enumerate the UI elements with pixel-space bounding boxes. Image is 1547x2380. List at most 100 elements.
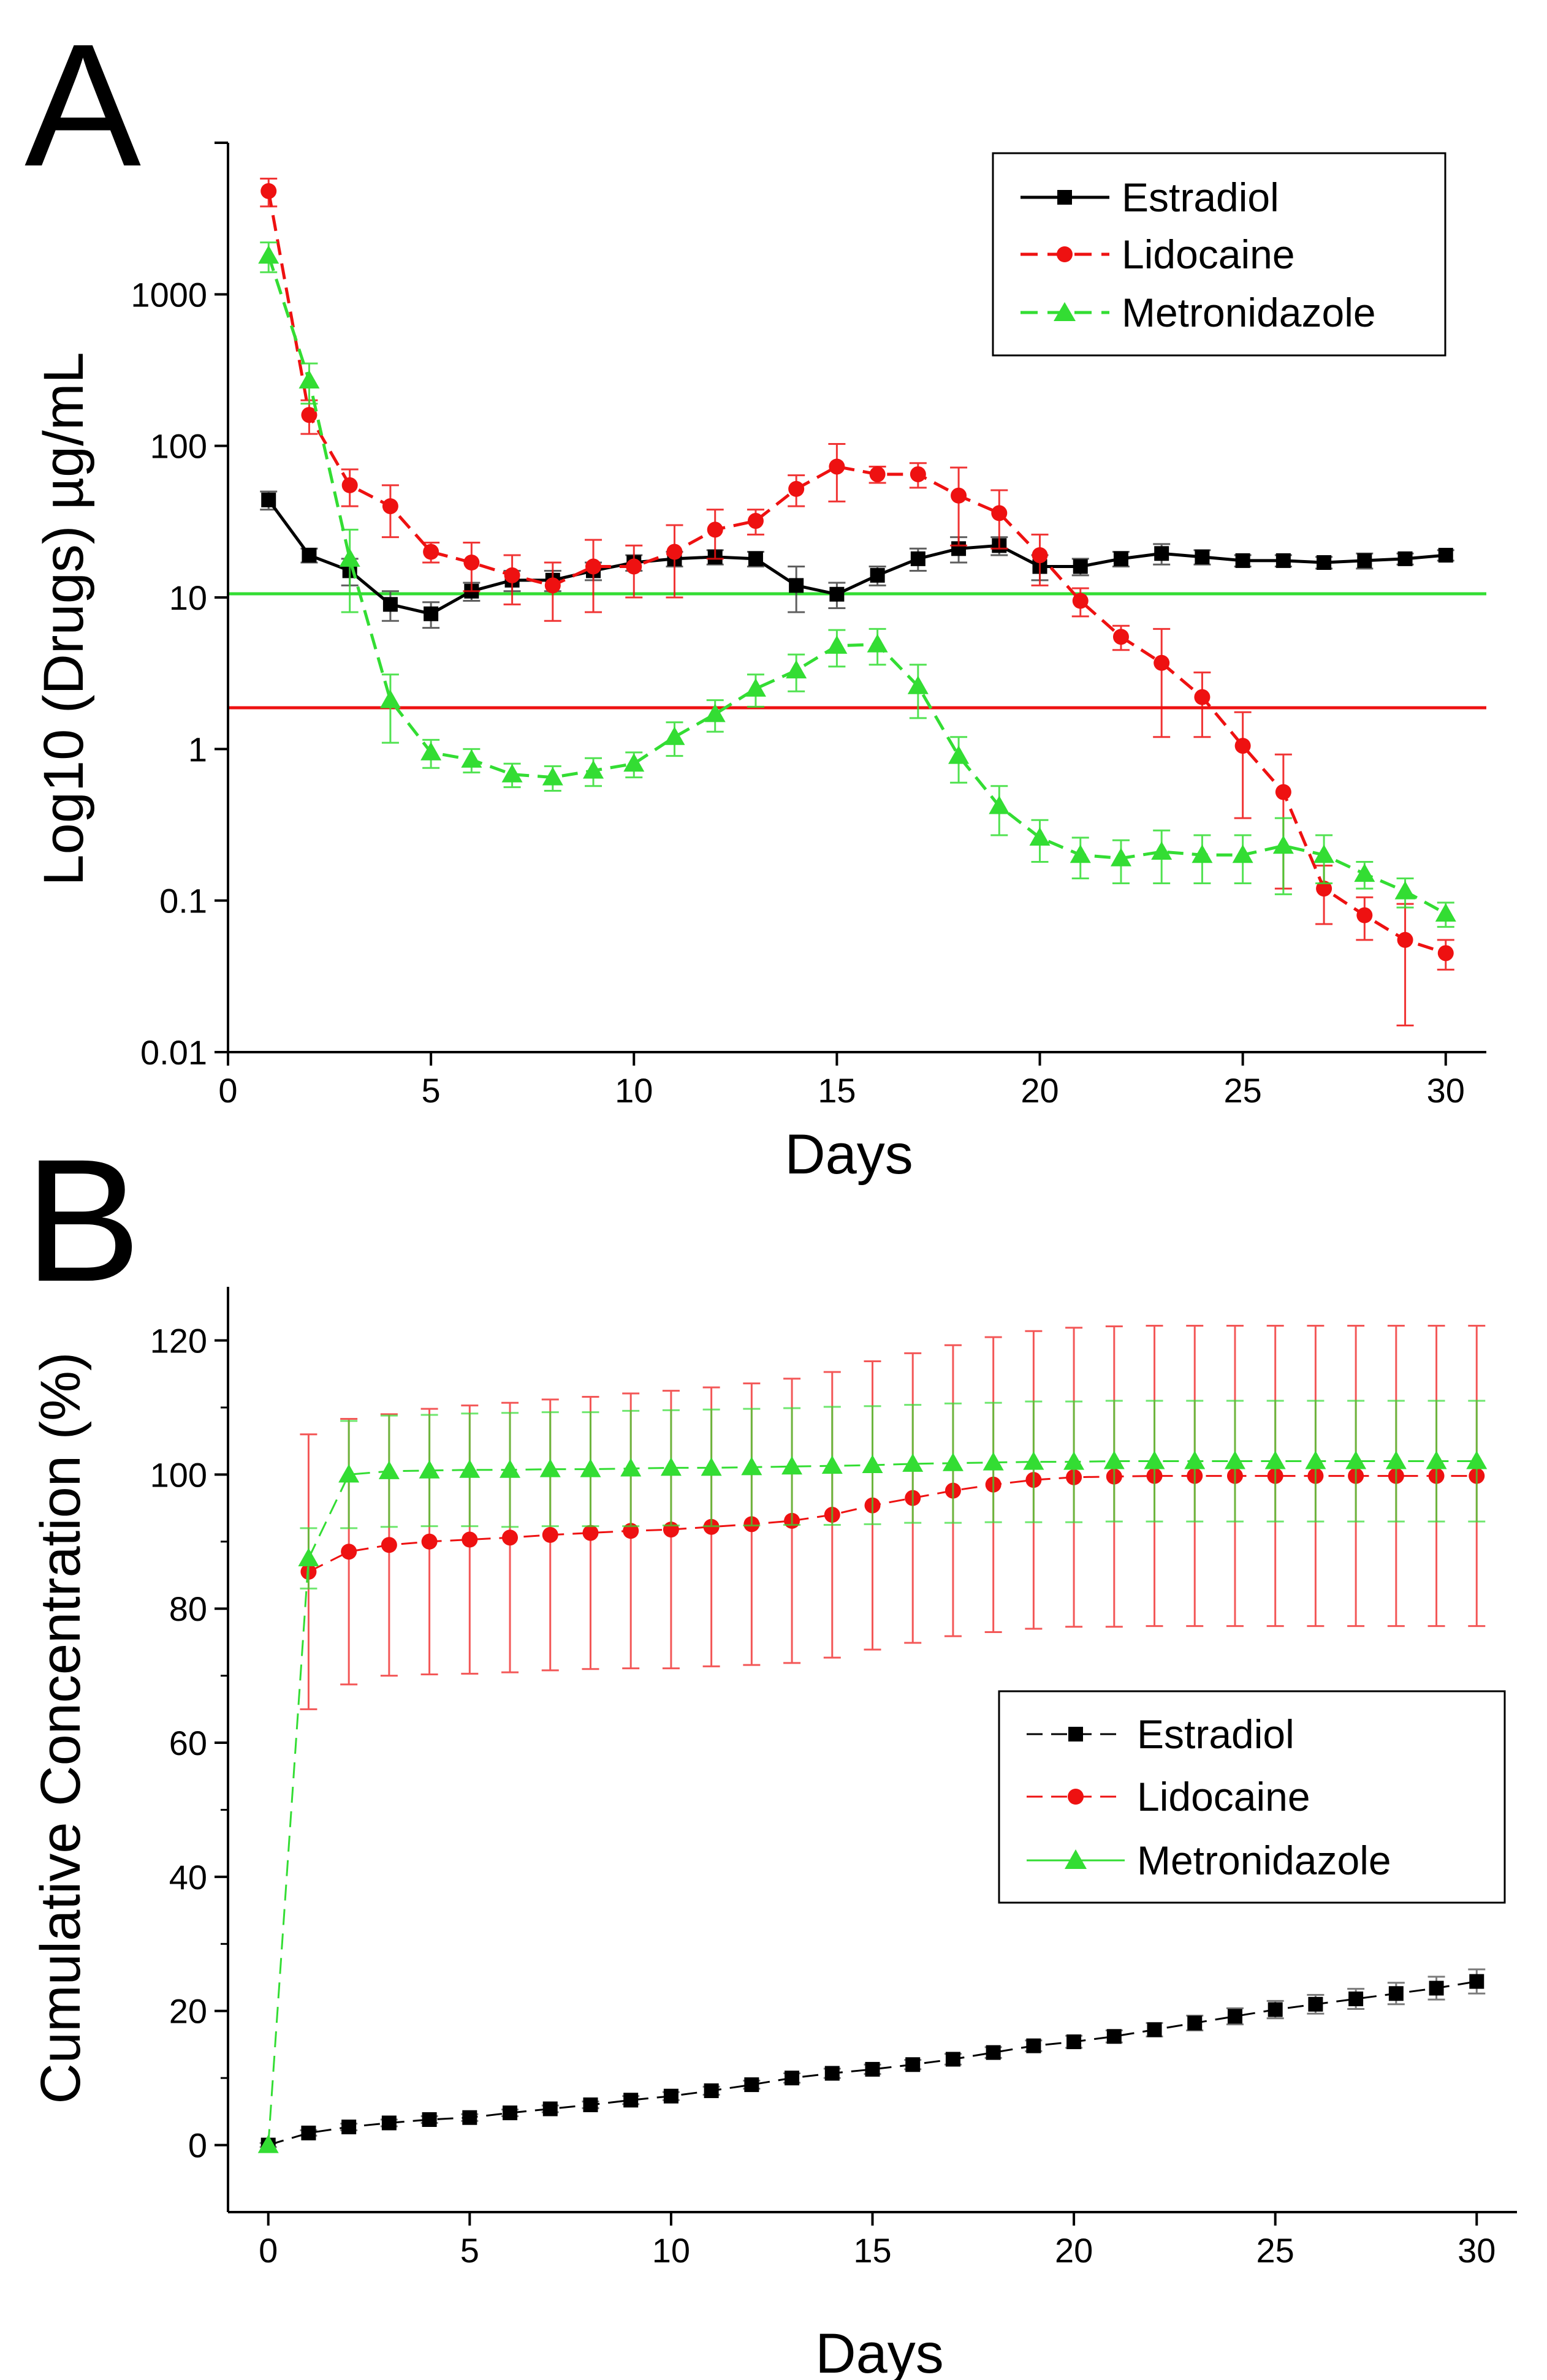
data-point <box>501 764 523 783</box>
data-point <box>1023 1451 1044 1470</box>
y-tick-label: 1 <box>188 730 207 768</box>
panel-b-x-axis-label: Days <box>815 2322 944 2380</box>
data-point <box>744 2077 759 2093</box>
data-point <box>870 567 885 583</box>
data-point <box>865 2061 880 2077</box>
panel-a-axes: 0 5 10 15 20 25 30 0.01 0.1 1 10 100 1000 <box>131 142 1486 1110</box>
panel-b-legend: Estradiol Lidocaine Metronidazole <box>998 1690 1506 1904</box>
data-point <box>302 548 317 563</box>
data-point <box>663 2088 678 2104</box>
data-point <box>585 558 602 575</box>
data-point <box>620 1458 642 1477</box>
legend-estradiol-label: Estradiol <box>1122 175 1279 220</box>
data-point <box>339 548 360 567</box>
data-point <box>1438 548 1453 563</box>
data-point <box>948 745 970 764</box>
data-point <box>423 544 439 560</box>
x-tick-label: 30 <box>1427 1071 1465 1110</box>
series-metronidazole <box>258 241 1456 928</box>
data-point <box>1345 1450 1367 1469</box>
data-point <box>991 505 1008 521</box>
data-point <box>341 477 358 493</box>
data-point <box>1110 847 1131 866</box>
data-point <box>544 577 561 594</box>
data-point <box>338 1464 360 1483</box>
error-bar <box>1396 903 1414 1026</box>
data-point <box>1313 844 1335 863</box>
data-point <box>1316 881 1332 897</box>
series-line-metronidazole <box>267 255 1446 915</box>
y-tick-label: 0.1 <box>159 882 207 920</box>
panel-a-legend: Estradiol Lidocaine Metronidazole <box>992 152 1446 357</box>
panel-b-y-axis-label: Cumulative Concentration (%) <box>29 1352 92 2104</box>
legend-metronidazole-marker <box>1065 1849 1087 1869</box>
legend-item-lidocaine: Lidocaine <box>1021 232 1295 277</box>
data-point <box>382 597 398 612</box>
panel-a-y-axis-label: Log10 (Drugs) µg/mL <box>32 352 95 885</box>
panel-a-label: A <box>25 8 142 203</box>
data-point <box>660 1457 682 1476</box>
data-point <box>424 606 439 621</box>
data-point <box>1072 593 1089 609</box>
data-point <box>1070 844 1091 863</box>
data-point <box>257 2134 279 2153</box>
data-point <box>867 634 888 653</box>
data-point <box>1357 553 1372 568</box>
data-point <box>907 675 929 694</box>
error-bar <box>1234 711 1252 819</box>
data-point <box>1144 1450 1165 1469</box>
data-point <box>542 2101 558 2117</box>
data-point <box>1026 2038 1041 2053</box>
data-point <box>741 1457 762 1476</box>
data-point <box>1275 784 1291 800</box>
data-point <box>785 2071 800 2086</box>
legend-item-lidocaine: Lidocaine <box>1027 1774 1310 1819</box>
data-point <box>902 1453 924 1472</box>
panel-b-label: B <box>25 1123 141 1318</box>
legend-estradiol-label: Estradiol <box>1137 1711 1294 1757</box>
data-point <box>583 760 604 779</box>
data-point <box>1154 546 1169 561</box>
panel-a-reference-lines <box>228 592 1486 710</box>
y-tick-label: 20 <box>169 1992 207 2031</box>
x-tick-label: 5 <box>422 1071 441 1110</box>
data-point <box>1235 553 1250 568</box>
data-point <box>1305 1450 1326 1469</box>
data-point <box>707 521 723 538</box>
panel-a-x-axis-label: Days <box>785 1123 913 1186</box>
data-point <box>258 245 279 264</box>
data-point <box>905 2057 921 2072</box>
y-tick-label: 60 <box>169 1724 207 1762</box>
data-point <box>1106 2029 1122 2044</box>
data-point <box>1112 629 1129 645</box>
data-point <box>1195 549 1210 564</box>
data-point <box>786 660 807 679</box>
data-point <box>503 2105 518 2121</box>
data-point <box>1227 2009 1242 2024</box>
data-point <box>459 1459 481 1478</box>
x-tick-label: 15 <box>853 2231 891 2270</box>
data-point <box>502 1529 519 1546</box>
x-tick-label: 10 <box>652 2231 690 2270</box>
data-point <box>704 703 726 722</box>
series-estradiol <box>259 1968 1486 2153</box>
data-point <box>421 1533 438 1550</box>
data-point <box>1437 945 1454 961</box>
data-point <box>582 1525 599 1541</box>
data-point <box>500 1459 521 1478</box>
legend-item-metronidazole: Metronidazole <box>1027 1838 1391 1883</box>
data-point <box>583 2097 598 2112</box>
legend-estradiol-marker <box>1068 1727 1083 1741</box>
data-point <box>463 555 480 571</box>
data-point <box>1397 931 1413 948</box>
data-point <box>1348 1992 1364 2007</box>
data-point <box>1435 903 1456 922</box>
data-point <box>378 1460 400 1479</box>
data-point <box>1426 1450 1447 1469</box>
x-tick-label: 0 <box>218 1071 237 1110</box>
data-point <box>951 487 967 504</box>
data-point <box>1268 2002 1283 2017</box>
data-point <box>1234 738 1251 754</box>
data-point <box>1103 1450 1125 1469</box>
